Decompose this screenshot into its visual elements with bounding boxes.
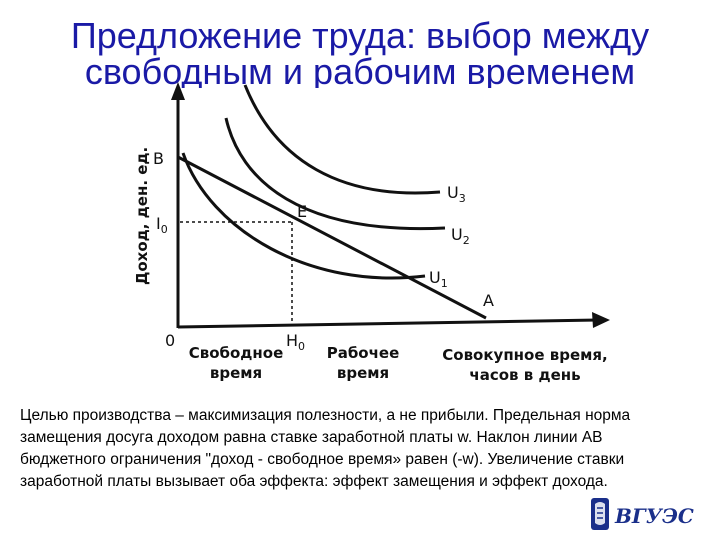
point-b-label: B <box>153 149 164 168</box>
slide-title: Предложение труда: выбор между свободным… <box>0 18 720 88</box>
university-logo: ВГУЭС <box>591 498 694 530</box>
leisure-time-label-1: Свободное <box>189 344 284 362</box>
point-e-label: E <box>297 202 307 221</box>
leisure-time-label-2: время <box>210 364 262 382</box>
indifference-curve-u3 <box>243 84 441 195</box>
indifference-curve-u1 <box>181 152 426 280</box>
slide-title-line-1: Предложение труда: выбор между <box>70 18 650 56</box>
i0-label: I0 <box>156 214 168 236</box>
point-a-label: A <box>483 291 494 310</box>
y-axis-label: Доход, ден. ед. <box>133 147 151 285</box>
work-time-label-2: время <box>337 364 389 382</box>
h0-label: H0 <box>286 331 305 353</box>
indifference-curve-u2 <box>224 117 446 231</box>
total-time-label-1: Совокупное время, <box>442 346 608 364</box>
work-time-label-1: Рабочее <box>327 344 400 362</box>
labor-supply-diagram: Доход, ден. ед. B I0 E 0 H0 A U3 U2 U1 С… <box>133 82 610 384</box>
university-crest-icon <box>591 498 609 530</box>
y-axis-arrow <box>171 82 185 100</box>
total-time-label-2: часов в день <box>469 366 580 384</box>
u3-label: U3 <box>447 183 466 205</box>
x-axis <box>177 318 599 329</box>
u1-label: U1 <box>429 268 448 290</box>
budget-line-ab <box>177 155 487 320</box>
logo-text: ВГУЭС <box>614 504 694 528</box>
x-axis-arrow <box>592 312 610 328</box>
slide-title-line-2: свободным и рабочим временем <box>84 51 636 89</box>
u2-label: U2 <box>451 225 470 247</box>
origin-label: 0 <box>165 331 175 350</box>
explanation-paragraph: Целью производства – максимизация полезн… <box>20 407 631 490</box>
